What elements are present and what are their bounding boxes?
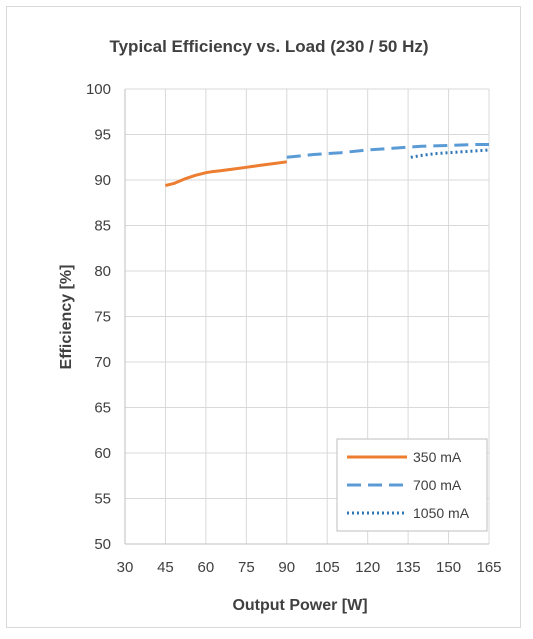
chart-title: Typical Efficiency vs. Load (230 / 50 Hz…: [109, 37, 428, 56]
legend-label: 1050 mA: [413, 505, 470, 521]
y-tick-label: 100: [86, 81, 111, 98]
axes: 30 45 60 75 90 105 120 135 150 165 50 55 60 65 70 75 80 8…: [86, 81, 502, 576]
x-axis-label: Output Power [W]: [232, 597, 367, 614]
efficiency-chart: Typical Efficiency vs. Load (230 / 50 Hz…: [58, 37, 502, 614]
x-tick-label: 45: [157, 559, 174, 576]
legend-label: 700 mA: [413, 477, 462, 493]
x-tick-label: 60: [198, 559, 215, 576]
x-tick-label: 30: [117, 559, 134, 576]
x-tick-label: 135: [396, 559, 421, 576]
x-tick-label: 90: [278, 559, 295, 576]
x-tick-label: 105: [315, 559, 340, 576]
series-line-3: [410, 148, 490, 159]
y-tick-label: 50: [94, 536, 111, 553]
x-tick-label: 165: [476, 559, 501, 576]
legend: 350 mA 700 mA 1050 mA: [336, 438, 488, 532]
y-tick-label: 85: [94, 218, 111, 235]
series-line-1: [165, 160, 287, 187]
y-axis-label: Efficiency [%]: [58, 265, 75, 370]
y-tick-label: 55: [94, 491, 111, 508]
y-tick-label: 70: [94, 354, 111, 371]
series-line-2: [286, 143, 489, 159]
legend-box: [336, 438, 488, 532]
series-layer: [165, 143, 490, 187]
x-tick-label: 150: [436, 559, 461, 576]
x-tick-label: 75: [238, 559, 255, 576]
x-tick-label: 120: [355, 559, 380, 576]
y-tick-label: 60: [94, 445, 111, 462]
grid: [125, 88, 490, 544]
y-tick-label: 80: [94, 263, 111, 280]
legend-label: 350 mA: [413, 449, 462, 465]
y-tick-label: 75: [94, 309, 111, 326]
y-tick-label: 65: [94, 400, 111, 417]
y-tick-label: 95: [94, 127, 111, 144]
y-tick-label: 90: [94, 172, 111, 189]
chart-frame: Typical Efficiency vs. Load (230 / 50 Hz…: [6, 6, 521, 628]
